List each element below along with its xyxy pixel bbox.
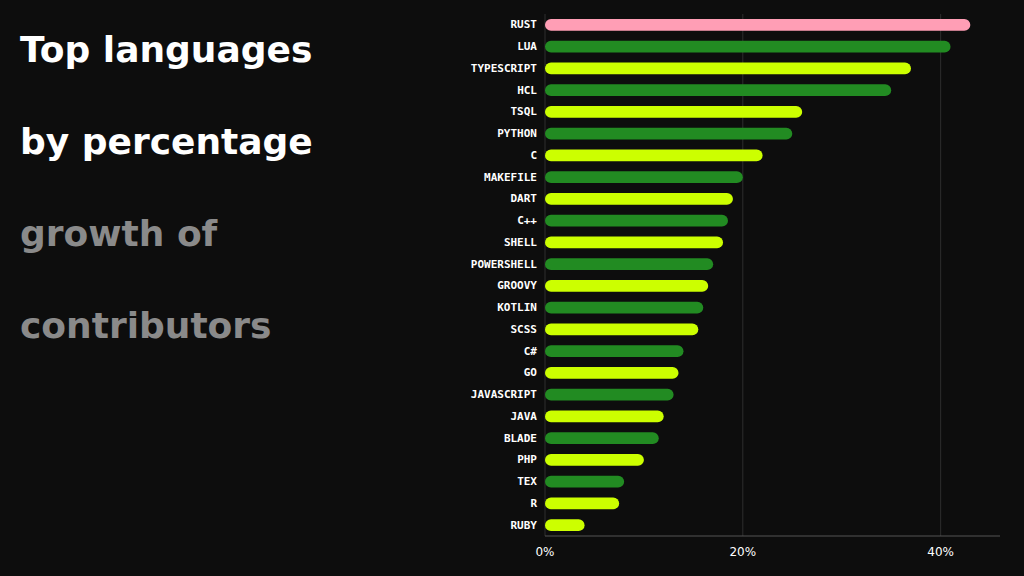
bar [545, 258, 713, 270]
x-tick-labels: 0% 20% 40% [535, 545, 954, 559]
bars [545, 19, 970, 531]
bar [545, 62, 911, 74]
category-label: MAKEFILE [484, 171, 537, 184]
bar [545, 519, 585, 531]
bar [545, 128, 792, 140]
category-label: RUST [511, 18, 538, 31]
bar [545, 367, 679, 379]
bar [545, 41, 951, 53]
category-label: BLADE [504, 432, 537, 445]
bar [545, 345, 683, 357]
chart-container: Top languages by percentage growth of contr… [0, 0, 1024, 576]
bar [545, 432, 659, 444]
subtitle: contributors [20, 305, 272, 346]
title: by percentage [20, 121, 313, 162]
bar [545, 193, 733, 205]
category-label: LUA [517, 40, 537, 53]
category-label: GO [524, 366, 538, 379]
category-label: KOTLIN [497, 301, 537, 314]
category-label: RUBY [511, 519, 538, 532]
x-tick-label: 0% [535, 545, 554, 559]
bar [545, 323, 698, 335]
category-label: PYTHON [497, 127, 537, 140]
category-label: JAVA [511, 410, 538, 423]
bar [545, 19, 970, 31]
grid [545, 14, 941, 536]
category-label: TSQL [511, 105, 538, 118]
chart-svg: Top languages by percentage growth of contr… [0, 0, 1024, 576]
bar [545, 280, 708, 292]
background [0, 0, 1024, 576]
bar [545, 215, 728, 227]
y-tick-labels: RUST LUA TYPESCRIPT HCL TSQL PYTHON C MAKEFILE D… [471, 18, 538, 531]
category-label: C [530, 149, 537, 162]
x-axis-line [545, 536, 1000, 537]
title: Top languages [20, 29, 312, 70]
category-label: GROOVY [497, 279, 537, 292]
category-label: R [530, 497, 537, 510]
bar [545, 84, 891, 96]
bar [545, 389, 674, 401]
bar [545, 454, 644, 466]
bar [545, 171, 743, 183]
category-label: DART [511, 192, 538, 205]
category-label: SCSS [511, 323, 538, 336]
category-label: C++ [517, 214, 537, 227]
category-label: SHELL [504, 236, 537, 249]
bar [545, 149, 763, 161]
bar [545, 476, 624, 488]
category-label: PHP [517, 453, 537, 466]
subtitle: growth of [20, 213, 218, 254]
grid-line [545, 14, 546, 536]
bar [545, 302, 703, 314]
x-tick-label: 40% [927, 545, 954, 559]
category-label: C# [524, 345, 538, 358]
category-label: TYPESCRIPT [471, 62, 538, 75]
category-label: TEX [517, 475, 537, 488]
bar [545, 497, 619, 509]
grid-line [940, 14, 941, 536]
bar [545, 410, 664, 422]
category-label: JAVASCRIPT [471, 388, 538, 401]
x-tick-label: 20% [729, 545, 756, 559]
bar [545, 236, 723, 248]
category-label: HCL [517, 84, 537, 97]
category-label: POWERSHELL [471, 258, 538, 271]
bar [545, 106, 802, 118]
